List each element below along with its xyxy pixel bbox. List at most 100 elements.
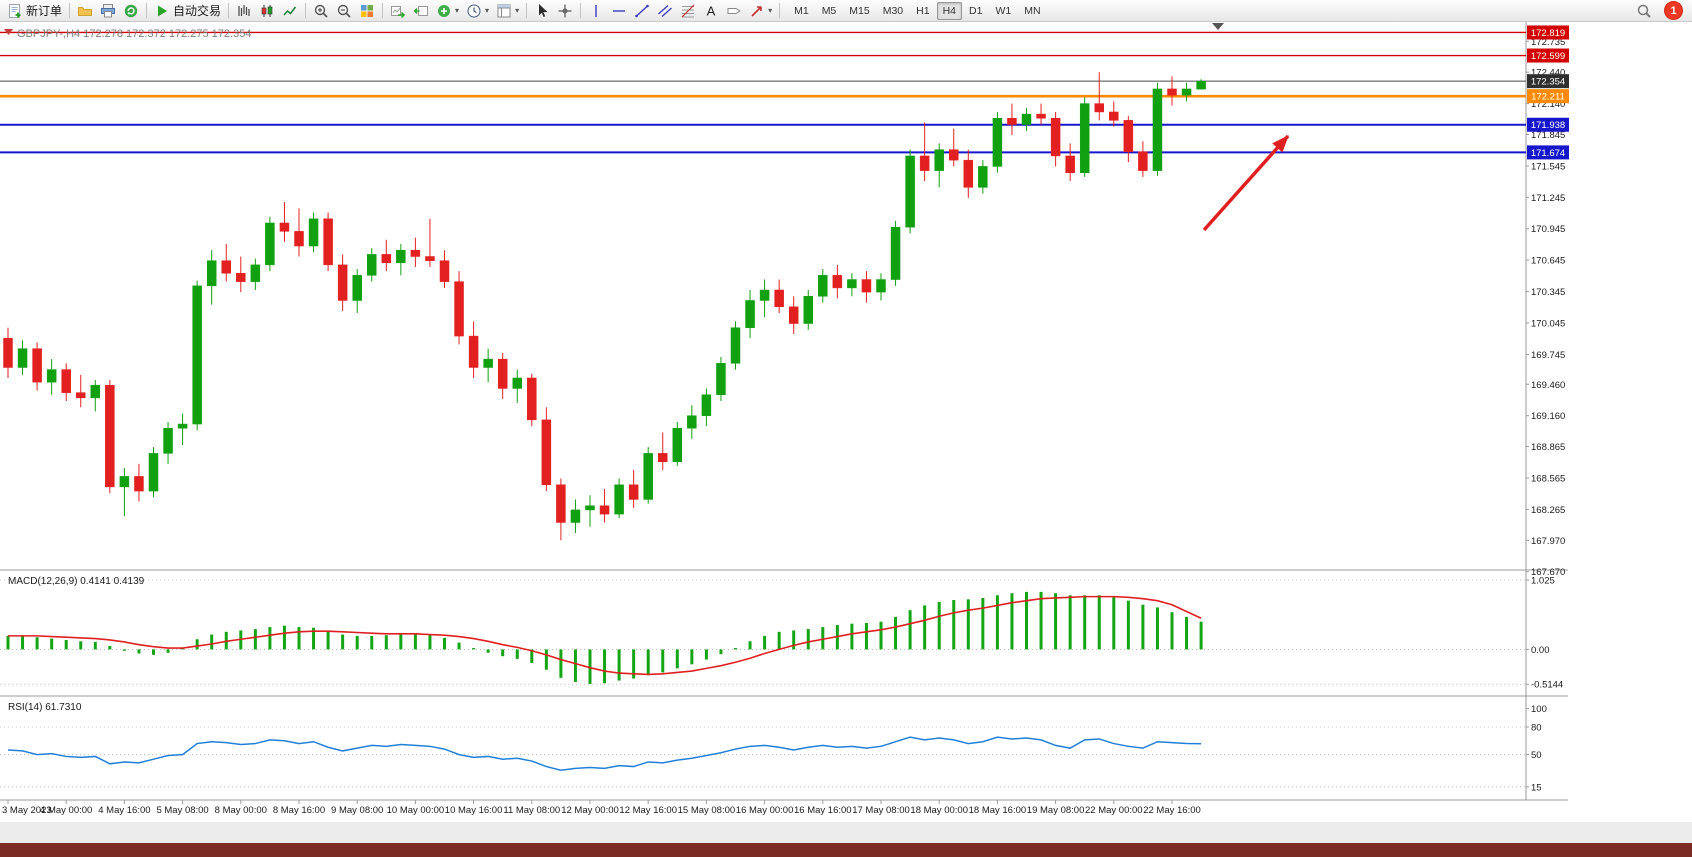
candle: [992, 111, 1003, 173]
price-tick-label: 172.735: [1531, 37, 1565, 48]
fibonacci-button[interactable]: [677, 1, 699, 21]
timeframe-button-d1[interactable]: D1: [963, 2, 988, 20]
horizontal-line-button[interactable]: [608, 1, 630, 21]
vertical-line-button[interactable]: [585, 1, 607, 21]
auto-scroll-button[interactable]: [387, 1, 409, 21]
new-order-icon: [9, 3, 21, 18]
price-tick-label: 169.460: [1531, 380, 1565, 391]
macd-label: MACD(12,26,9) 0.4141 0.4139: [8, 576, 145, 587]
candle: [963, 149, 974, 198]
time-label: 8 May 16:00: [273, 805, 325, 816]
timeframe-button-m5[interactable]: M5: [816, 2, 843, 20]
price-tick-label: 169.160: [1531, 411, 1565, 422]
candle: [788, 296, 799, 334]
chart-shift-button[interactable]: [410, 1, 432, 21]
price-tick-label: 172.140: [1531, 99, 1565, 110]
price-tick-label: 170.045: [1531, 318, 1565, 329]
trendline-icon: [635, 4, 649, 17]
macd-histogram: [6, 591, 1203, 684]
toolbar-right-group: 1: [1633, 1, 1688, 21]
svg-text:172.599: 172.599: [1531, 51, 1565, 62]
channel-button[interactable]: [654, 1, 676, 21]
timeframe-button-w1[interactable]: W1: [989, 2, 1017, 20]
line-chart-button[interactable]: [279, 1, 301, 21]
candle: [861, 271, 872, 303]
candle: [599, 488, 610, 523]
profiles-button[interactable]: [74, 1, 96, 21]
svg-text:A: A: [707, 3, 716, 18]
svg-text:172.354: 172.354: [1531, 77, 1565, 88]
price-badge-172.354: 172.354: [1527, 74, 1569, 89]
candle: [206, 250, 217, 305]
timeframe-button-m30[interactable]: M30: [877, 2, 909, 20]
text-label-button[interactable]: [723, 1, 745, 21]
candlestick-chart-button[interactable]: [256, 1, 278, 21]
timeframe-button-h1[interactable]: H1: [910, 2, 935, 20]
candle: [570, 499, 581, 533]
text-button[interactable]: A: [700, 1, 722, 21]
candle: [774, 279, 784, 314]
chart-title: GBPJPY-,H4 172.278 172.372 172.275 172.3…: [17, 28, 251, 40]
periods-button[interactable]: ▾: [463, 1, 492, 21]
price-tick-label: 171.845: [1531, 130, 1565, 141]
community-button[interactable]: [120, 1, 142, 21]
candle: [367, 248, 377, 282]
crosshair-button[interactable]: [554, 1, 576, 21]
timeframe-button-mn[interactable]: MN: [1018, 2, 1046, 20]
zoom-in-icon: [314, 4, 328, 18]
price-scale[interactable]: 172.735 172.440 172.140 171.845 171.545 171.2…: [1526, 37, 1565, 578]
candle: [1167, 76, 1177, 106]
candle: [46, 359, 57, 395]
svg-text:172.211: 172.211: [1531, 92, 1565, 103]
zoom-out-button[interactable]: [333, 1, 355, 21]
chart-window[interactable]: 172.735 172.440 172.140 171.845 171.545 171.2…: [0, 22, 1692, 857]
timeframe-button-m1[interactable]: M1: [788, 2, 815, 20]
chart-plot-area[interactable]: [0, 22, 1692, 857]
trend-arrow-annotation[interactable]: [1202, 134, 1290, 232]
templates-button[interactable]: ▾: [493, 1, 522, 21]
candle: [381, 239, 392, 272]
rsi-scale-label: 100: [1531, 704, 1547, 715]
tile-windows-button[interactable]: [356, 1, 378, 21]
candle: [425, 218, 435, 267]
candle: [1123, 116, 1134, 163]
price-tick-label: 170.345: [1531, 287, 1565, 298]
rsi-scale-label: 50: [1531, 750, 1542, 761]
candle: [163, 421, 173, 464]
time-label: 19 May 08:00: [1027, 805, 1085, 816]
price-badge-171.674: 171.674: [1527, 145, 1569, 160]
print-button[interactable]: [97, 1, 119, 21]
time-label: 22 May 00:00: [1085, 805, 1143, 816]
toolbar-separator: [228, 3, 230, 18]
time-label: 9 May 08:00: [331, 805, 383, 816]
arrow-objects-button[interactable]: ▾: [746, 1, 775, 21]
new-order-label: 新订单: [26, 4, 63, 18]
trendline-button[interactable]: [631, 1, 653, 21]
candle: [658, 432, 668, 471]
indicators-button[interactable]: ▾: [433, 1, 462, 21]
refresh-icon: [124, 4, 138, 17]
toolbar-separator: [305, 3, 307, 18]
symbol-marker-icon: [4, 29, 13, 35]
zoom-in-button[interactable]: [310, 1, 332, 21]
search-button[interactable]: [1633, 1, 1655, 21]
new-order-button[interactable]: 新订单: [4, 1, 65, 21]
macd-panel: 1.025 0.00 -0.5144: [0, 576, 1563, 691]
bar-chart-button[interactable]: [233, 1, 255, 21]
candle: [745, 290, 755, 339]
timeframe-button-h4[interactable]: H4: [936, 1, 963, 20]
candle: [919, 122, 930, 182]
candle: [439, 250, 450, 288]
candle: [1021, 107, 1032, 131]
time-label: 12 May 16:00: [619, 805, 677, 816]
candle: [148, 447, 159, 498]
timeframe-button-m15[interactable]: M15: [843, 2, 875, 20]
toolbar-separator: [580, 3, 582, 18]
candle: [177, 413, 188, 445]
cursor-button[interactable]: [531, 1, 553, 21]
candle: [1007, 103, 1017, 136]
auto-trading-button[interactable]: 自动交易: [151, 1, 224, 21]
notification-badge[interactable]: 1: [1665, 2, 1682, 19]
toolbar-separator: [779, 3, 781, 18]
